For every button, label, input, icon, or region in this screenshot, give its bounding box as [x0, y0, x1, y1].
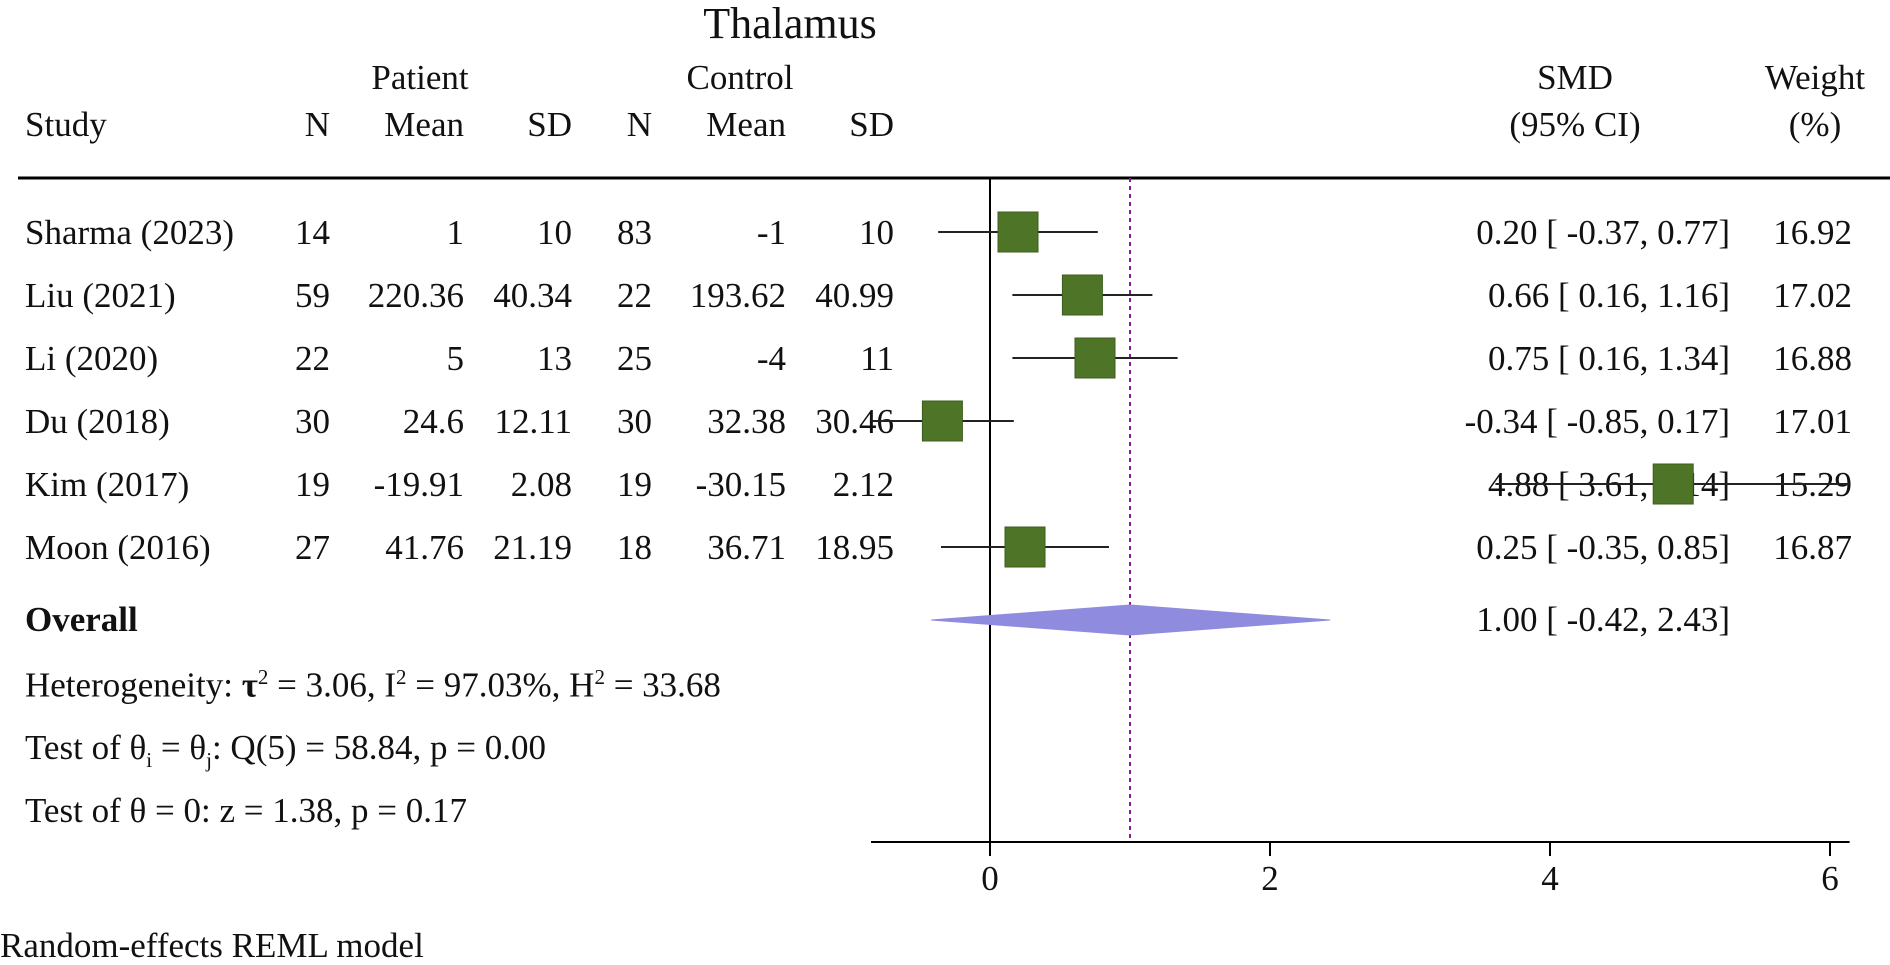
test-q-sub-i: i: [146, 748, 153, 772]
heterogeneity-prefix: Heterogeneity:: [25, 665, 242, 705]
overall-label: Overall: [25, 600, 138, 639]
patient-sd: 40.34: [493, 276, 572, 315]
i2-value: = 97.03%, H: [406, 665, 595, 705]
smd-ci-text: 0.25 [ -0.35, 0.85]: [1476, 528, 1730, 567]
h-squared-sup: 2: [594, 665, 605, 689]
tau-squared-sup: 2: [257, 665, 269, 689]
weight-value: 16.87: [1773, 528, 1852, 567]
control-mean: 36.71: [707, 528, 786, 567]
control-n: 30: [617, 402, 652, 441]
study-column-header: Study: [25, 105, 107, 144]
study-name: Li (2020): [25, 339, 159, 378]
patient-mean: 1: [446, 213, 465, 252]
test-z-text: Test of θ = 0: z = 1.38, p = 0.17: [25, 791, 467, 830]
patient-group-header: Patient: [371, 58, 469, 97]
study-effect-marker: [1074, 337, 1116, 379]
patient-n: 30: [295, 402, 330, 441]
weight-header: Weight: [1764, 58, 1866, 97]
patient-n: 27: [295, 528, 330, 567]
smd-ci-text: 0.20 [ -0.37, 0.77]: [1476, 213, 1730, 252]
study-name: Du (2018): [25, 402, 170, 441]
test-q-sub-j: j: [206, 748, 212, 772]
control-sd: 40.99: [815, 276, 894, 315]
study-effect-marker: [1061, 274, 1103, 316]
study-name: Sharma (2023): [25, 213, 234, 252]
control-n: 22: [617, 276, 652, 315]
patient-n: 22: [295, 339, 330, 378]
control-mean: 32.38: [707, 402, 786, 441]
test-q-part3: : Q(5) = 58.84, p = 0.00: [211, 728, 546, 767]
x-tick-label: 2: [1261, 859, 1279, 898]
patient-sd: 12.11: [494, 402, 572, 441]
control-mean: 193.62: [689, 276, 786, 315]
test-q-part1: Test of θ: [25, 728, 147, 767]
i-squared-sup: 2: [396, 665, 407, 689]
control-mean: -1: [756, 213, 786, 252]
study-effect-marker: [1004, 526, 1046, 568]
control-sd: 10: [859, 213, 894, 252]
test-q-text: Test of θi = θj: Q(5) = 58.84, p = 0.00: [25, 730, 546, 771]
tau-symbol: τ: [241, 665, 258, 705]
control-sd: 2.12: [832, 465, 894, 504]
patient-sd: 21.19: [493, 528, 572, 567]
patient-n: 19: [295, 465, 330, 504]
patient-sd: 10: [537, 213, 572, 252]
smd-ci-text: -0.34 [ -0.85, 0.17]: [1464, 402, 1730, 441]
patient-n: 14: [295, 213, 330, 252]
control-mean: -4: [756, 339, 786, 378]
patient-mean: 5: [446, 339, 465, 378]
study-name: Liu (2021): [25, 276, 176, 315]
patient-mean: 24.6: [402, 402, 464, 441]
study-effect-marker: [921, 400, 963, 442]
patient-mean: -19.91: [373, 465, 464, 504]
patient-mean: 41.76: [385, 528, 464, 567]
x-tick-label: 0: [981, 859, 999, 898]
weight-value: 17.02: [1773, 276, 1852, 315]
control-n-header: N: [626, 105, 652, 144]
control-sd-header: SD: [849, 105, 894, 144]
patient-n: 59: [295, 276, 330, 315]
patient-sd: 2.08: [510, 465, 572, 504]
heterogeneity-text: Heterogeneity: τ2 = 3.06, I2 = 97.03%, H…: [25, 667, 721, 703]
h2-value: = 33.68: [604, 665, 721, 705]
patient-n-header: N: [304, 105, 330, 144]
patient-mean-header: Mean: [384, 105, 464, 144]
chart-title: Thalamus: [703, 0, 877, 48]
control-mean: -30.15: [695, 465, 786, 504]
model-note: Random-effects REML model: [0, 926, 424, 965]
weight-unit-header: (%): [1788, 105, 1842, 144]
control-n: 19: [617, 465, 652, 504]
test-q-part2: = θ: [152, 728, 207, 767]
control-sd: 11: [860, 339, 894, 378]
x-tick-label: 6: [1821, 859, 1839, 898]
control-mean-header: Mean: [706, 105, 786, 144]
weight-value: 16.92: [1773, 213, 1852, 252]
x-tick-label: 4: [1541, 859, 1559, 898]
ci-header: (95% CI): [1509, 105, 1641, 144]
patient-mean: 220.36: [367, 276, 464, 315]
patient-sd-header: SD: [527, 105, 572, 144]
smd-ci-text: 0.66 [ 0.16, 1.16]: [1487, 276, 1730, 315]
control-n: 18: [617, 528, 652, 567]
smd-header: SMD: [1537, 58, 1613, 97]
study-name: Kim (2017): [25, 465, 190, 504]
study-effect-marker: [997, 211, 1039, 253]
weight-value: 17.01: [1773, 402, 1852, 441]
overall-ci-text: 1.00 [ -0.42, 2.43]: [1476, 600, 1730, 639]
tau-value: = 3.06, I: [268, 665, 397, 705]
control-n: 83: [617, 213, 652, 252]
control-n: 25: [617, 339, 652, 378]
overall-diamond: [931, 604, 1331, 636]
weight-value: 16.88: [1773, 339, 1852, 378]
study-effect-marker: [1652, 463, 1694, 505]
control-group-header: Control: [686, 58, 794, 97]
smd-ci-text: 0.75 [ 0.16, 1.34]: [1487, 339, 1730, 378]
control-sd: 18.95: [815, 528, 894, 567]
study-name: Moon (2016): [25, 528, 211, 567]
patient-sd: 13: [537, 339, 572, 378]
